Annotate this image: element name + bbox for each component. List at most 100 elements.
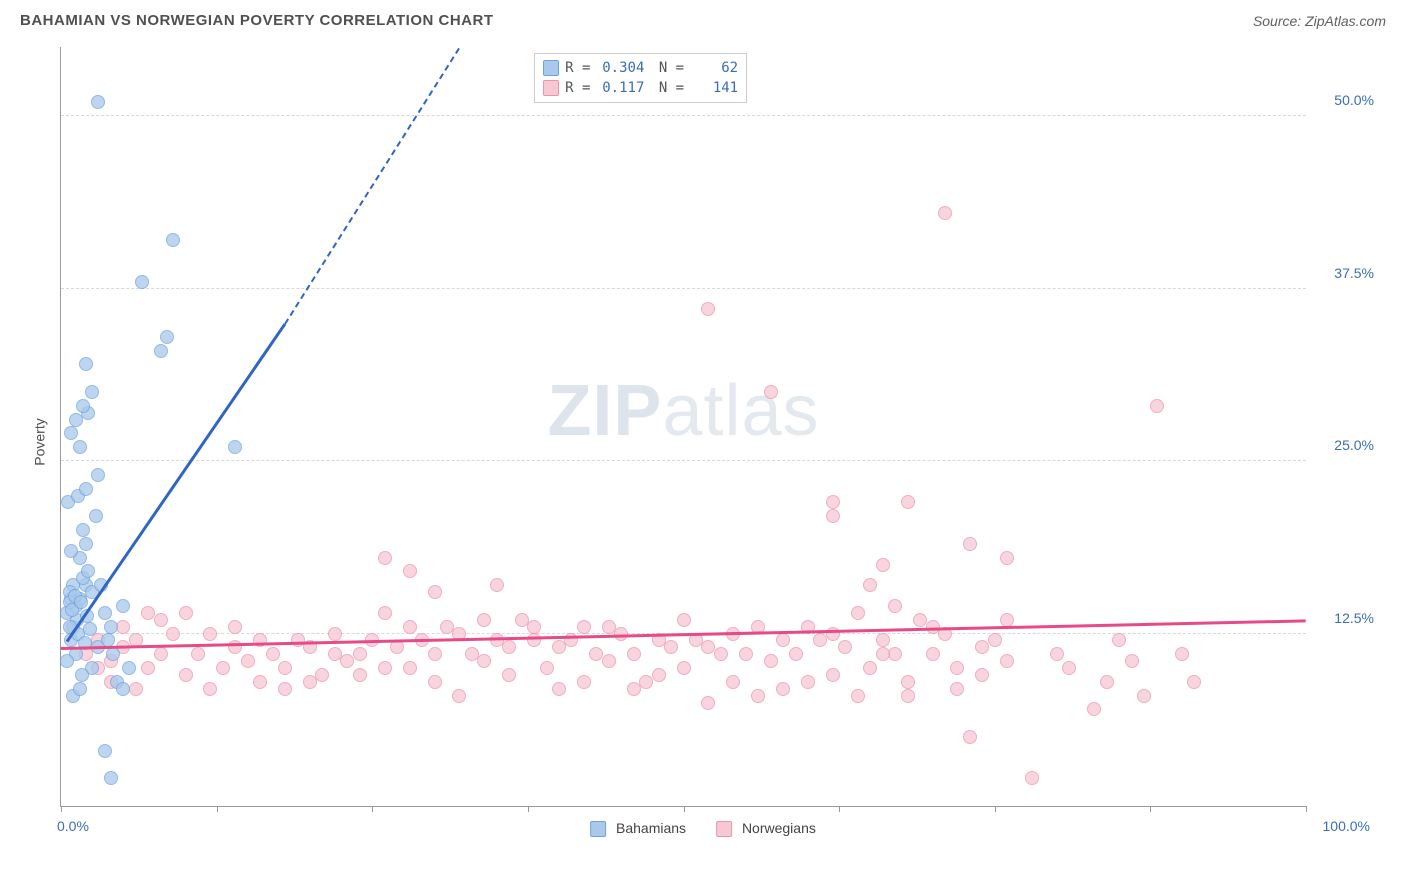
point-norwegian <box>203 627 217 641</box>
point-norwegian <box>1000 654 1014 668</box>
point-norwegian <box>154 647 168 661</box>
point-norwegian <box>888 599 902 613</box>
point-norwegian <box>141 661 155 675</box>
point-bahamian <box>89 509 103 523</box>
point-norwegian <box>527 620 541 634</box>
xtick <box>372 806 373 812</box>
point-bahamian <box>106 647 120 661</box>
legend-row-bahamian: R = 0.304 N = 62 <box>543 58 738 78</box>
plot-area: ZIPatlas R = 0.304 N = 62 R = 0.117 N = … <box>60 47 1306 807</box>
point-bahamian <box>85 385 99 399</box>
point-norwegian <box>677 661 691 675</box>
point-bahamian <box>122 661 136 675</box>
legend-item-bahamians: Bahamians <box>590 820 686 837</box>
point-norwegian <box>677 613 691 627</box>
point-norwegian <box>1137 689 1151 703</box>
point-bahamian <box>76 399 90 413</box>
xtick <box>684 806 685 812</box>
point-norwegian <box>1175 647 1189 661</box>
point-norwegian <box>353 647 367 661</box>
point-norwegian <box>701 696 715 710</box>
series-legend: Bahamians Norwegians <box>590 820 816 837</box>
point-norwegian <box>353 668 367 682</box>
point-norwegian <box>1000 613 1014 627</box>
point-norwegian <box>403 661 417 675</box>
point-norwegian <box>901 689 915 703</box>
point-norwegian <box>876 633 890 647</box>
point-norwegian <box>863 578 877 592</box>
point-bahamian <box>104 771 118 785</box>
point-norwegian <box>826 668 840 682</box>
point-bahamian <box>75 668 89 682</box>
point-norwegian <box>776 682 790 696</box>
point-bahamian <box>81 564 95 578</box>
point-norwegian <box>851 689 865 703</box>
xtick <box>995 806 996 812</box>
point-bahamian <box>79 357 93 371</box>
point-norwegian <box>154 613 168 627</box>
point-norwegian <box>776 633 790 647</box>
point-norwegian <box>876 647 890 661</box>
point-norwegian <box>278 661 292 675</box>
point-bahamian <box>228 440 242 454</box>
legend-item-norwegians: Norwegians <box>716 820 816 837</box>
point-norwegian <box>764 385 778 399</box>
point-norwegian <box>216 661 230 675</box>
point-bahamian <box>79 537 93 551</box>
point-norwegian <box>1112 633 1126 647</box>
point-bahamian <box>91 95 105 109</box>
point-norwegian <box>403 564 417 578</box>
point-norwegian <box>963 537 977 551</box>
point-norwegian <box>378 606 392 620</box>
point-bahamian <box>166 233 180 247</box>
legend-n-bahamian: 62 <box>690 60 738 76</box>
point-norwegian <box>253 675 267 689</box>
point-norwegian <box>826 627 840 641</box>
point-norwegian <box>652 668 666 682</box>
point-norwegian <box>428 647 442 661</box>
point-bahamian <box>135 275 149 289</box>
point-norwegian <box>477 654 491 668</box>
xtick <box>1150 806 1151 812</box>
point-bahamian <box>116 682 130 696</box>
ytick-label: 50.0% <box>1334 92 1374 108</box>
point-norwegian <box>726 675 740 689</box>
ytick-label: 25.0% <box>1334 437 1374 453</box>
point-norwegian <box>278 682 292 696</box>
point-norwegian <box>826 509 840 523</box>
point-bahamian <box>154 344 168 358</box>
point-norwegian <box>602 620 616 634</box>
source-attribution: Source: ZipAtlas.com <box>1253 13 1386 29</box>
legend-n-label: N = <box>650 60 684 76</box>
point-bahamian <box>104 620 118 634</box>
point-norwegian <box>1100 675 1114 689</box>
point-norwegian <box>428 585 442 599</box>
xtick-label: 100.0% <box>1323 818 1370 834</box>
xtick <box>217 806 218 812</box>
watermark-light: atlas <box>662 371 819 451</box>
point-norwegian <box>701 640 715 654</box>
point-norwegian <box>129 682 143 696</box>
point-bahamian <box>60 654 74 668</box>
point-norwegian <box>789 647 803 661</box>
point-norwegian <box>901 675 915 689</box>
xtick <box>839 806 840 812</box>
point-norwegian <box>751 689 765 703</box>
legend-label-bahamians: Bahamians <box>616 820 686 836</box>
watermark-bold: ZIP <box>547 371 662 451</box>
point-norwegian <box>863 661 877 675</box>
legend-r-label: R = <box>565 80 590 96</box>
point-norwegian <box>888 647 902 661</box>
xtick-label: 0.0% <box>57 818 89 834</box>
legend-r-bahamian: 0.304 <box>596 60 644 76</box>
point-norwegian <box>490 578 504 592</box>
point-norwegian <box>191 647 205 661</box>
point-norwegian <box>1125 654 1139 668</box>
y-axis-label: Poverty <box>32 418 48 465</box>
point-norwegian <box>1062 661 1076 675</box>
point-norwegian <box>577 675 591 689</box>
point-bahamian <box>64 426 78 440</box>
point-norwegian <box>963 730 977 744</box>
point-norwegian <box>926 647 940 661</box>
chart-title: BAHAMIAN VS NORWEGIAN POVERTY CORRELATIO… <box>20 12 494 29</box>
